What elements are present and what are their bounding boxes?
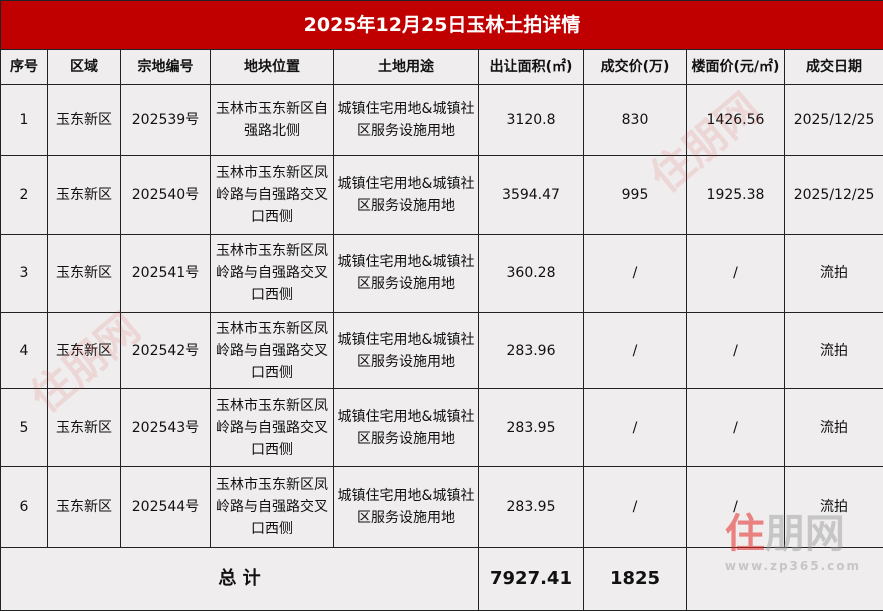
row-use: 城镇住宅用地&城镇社区服务设施用地 xyxy=(333,84,479,157)
row-location: 玉林市玉东新区凤岭路与自强路交叉口西侧 xyxy=(210,388,334,468)
table-row: 5 玉东新区 202543号 玉林市玉东新区凤岭路与自强路交叉口西侧 城镇住宅用地&城镇… xyxy=(0,388,883,468)
row-use: 城镇住宅用地&城镇社区服务设施用地 xyxy=(333,233,479,313)
row-parcel: 202541号 xyxy=(120,233,211,313)
row-area: 玉东新区 xyxy=(47,155,121,235)
row-area: 玉东新区 xyxy=(47,84,121,157)
total-size: 7927.41 xyxy=(478,546,584,611)
row-location: 玉林市玉东新区凤岭路与自强路交叉口西侧 xyxy=(210,233,334,313)
row-date: 流拍 xyxy=(783,466,883,548)
row-no: 3 xyxy=(0,233,48,313)
header-location: 地块位置 xyxy=(210,49,334,86)
row-use: 城镇住宅用地&城镇社区服务设施用地 xyxy=(333,155,479,235)
header-area: 区域 xyxy=(47,49,121,86)
row-use: 城镇住宅用地&城镇社区服务设施用地 xyxy=(333,466,479,548)
row-date: 2025/12/25 xyxy=(783,84,883,157)
row-size: 283.95 xyxy=(478,466,584,548)
row-date: 流拍 xyxy=(783,233,883,313)
table-row: 2 玉东新区 202540号 玉林市玉东新区凤岭路与自强路交叉口西侧 城镇住宅用地&城镇… xyxy=(0,155,883,235)
row-location: 玉林市玉东新区自强路北侧 xyxy=(210,84,334,157)
total-row: 总 计 7927.41 1825 xyxy=(0,546,883,611)
row-size: 360.28 xyxy=(478,233,584,313)
total-label: 总 计 xyxy=(0,546,479,611)
row-date: 流拍 xyxy=(783,311,883,390)
row-no: 1 xyxy=(0,84,48,157)
row-no: 6 xyxy=(0,466,48,548)
table-row: 3 玉东新区 202541号 玉林市玉东新区凤岭路与自强路交叉口西侧 城镇住宅用地&城镇… xyxy=(0,233,883,313)
total-empty xyxy=(685,546,883,611)
header-parcel: 宗地编号 xyxy=(120,49,211,86)
header-unit-price: 楼面价(元/㎡) xyxy=(686,49,785,86)
row-parcel: 202542号 xyxy=(120,311,211,390)
header-no: 序号 xyxy=(0,49,48,86)
row-unit-price: 1426.56 xyxy=(686,84,785,157)
row-no: 4 xyxy=(0,311,48,390)
row-price: / xyxy=(583,388,687,468)
row-size: 283.95 xyxy=(478,388,584,468)
row-area: 玉东新区 xyxy=(47,466,121,548)
header-price: 成交价(万) xyxy=(583,49,687,86)
zp365-logo: 住朋网 www.zp365.com xyxy=(724,511,861,573)
row-date: 流拍 xyxy=(783,388,883,468)
row-size: 3120.8 xyxy=(478,84,584,157)
row-price: / xyxy=(583,233,687,313)
row-area: 玉东新区 xyxy=(47,233,121,313)
logo-url: www.zp365.com xyxy=(724,559,861,573)
row-price: / xyxy=(583,311,687,390)
row-unit-price: / xyxy=(686,388,785,468)
row-date: 2025/12/25 xyxy=(783,155,883,235)
row-no: 5 xyxy=(0,388,48,468)
header-row: 序号 区域 宗地编号 地块位置 土地用途 出让面积(㎡) 成交价(万) 楼面价(… xyxy=(0,49,883,86)
row-unit-price: / xyxy=(686,233,785,313)
row-unit-price: 1925.38 xyxy=(686,155,785,235)
header-size: 出让面积(㎡) xyxy=(478,49,584,86)
table-title: 2025年12月25日玉林土拍详情 xyxy=(0,0,883,51)
row-location: 玉林市玉东新区凤岭路与自强路交叉口西侧 xyxy=(210,466,334,548)
table-row: 6 玉东新区 202544号 玉林市玉东新区凤岭路与自强路交叉口西侧 城镇住宅用地&城镇… xyxy=(0,466,883,548)
table-row: 4 玉东新区 202542号 玉林市玉东新区凤岭路与自强路交叉口西侧 城镇住宅用地&城镇… xyxy=(0,311,883,390)
row-no: 2 xyxy=(0,155,48,235)
row-price: / xyxy=(583,466,687,548)
row-area: 玉东新区 xyxy=(47,388,121,468)
row-location: 玉林市玉东新区凤岭路与自强路交叉口西侧 xyxy=(210,311,334,390)
row-use: 城镇住宅用地&城镇社区服务设施用地 xyxy=(333,311,479,390)
header-use: 土地用途 xyxy=(333,49,479,86)
row-use: 城镇住宅用地&城镇社区服务设施用地 xyxy=(333,388,479,468)
row-size: 283.96 xyxy=(478,311,584,390)
row-unit-price: / xyxy=(686,311,785,390)
row-unit-price: / xyxy=(686,466,785,548)
total-price: 1825 xyxy=(583,546,687,611)
row-parcel: 202544号 xyxy=(120,466,211,548)
row-parcel: 202539号 xyxy=(120,84,211,157)
row-area: 玉东新区 xyxy=(47,311,121,390)
row-size: 3594.47 xyxy=(478,155,584,235)
row-price: 995 xyxy=(583,155,687,235)
row-location: 玉林市玉东新区凤岭路与自强路交叉口西侧 xyxy=(210,155,334,235)
table-row: 1 玉东新区 202539号 玉林市玉东新区自强路北侧 城镇住宅用地&城镇社区服务设施用… xyxy=(0,84,883,157)
row-price: 830 xyxy=(583,84,687,157)
row-parcel: 202540号 xyxy=(120,155,211,235)
header-date: 成交日期 xyxy=(783,49,883,86)
row-parcel: 202543号 xyxy=(120,388,211,468)
